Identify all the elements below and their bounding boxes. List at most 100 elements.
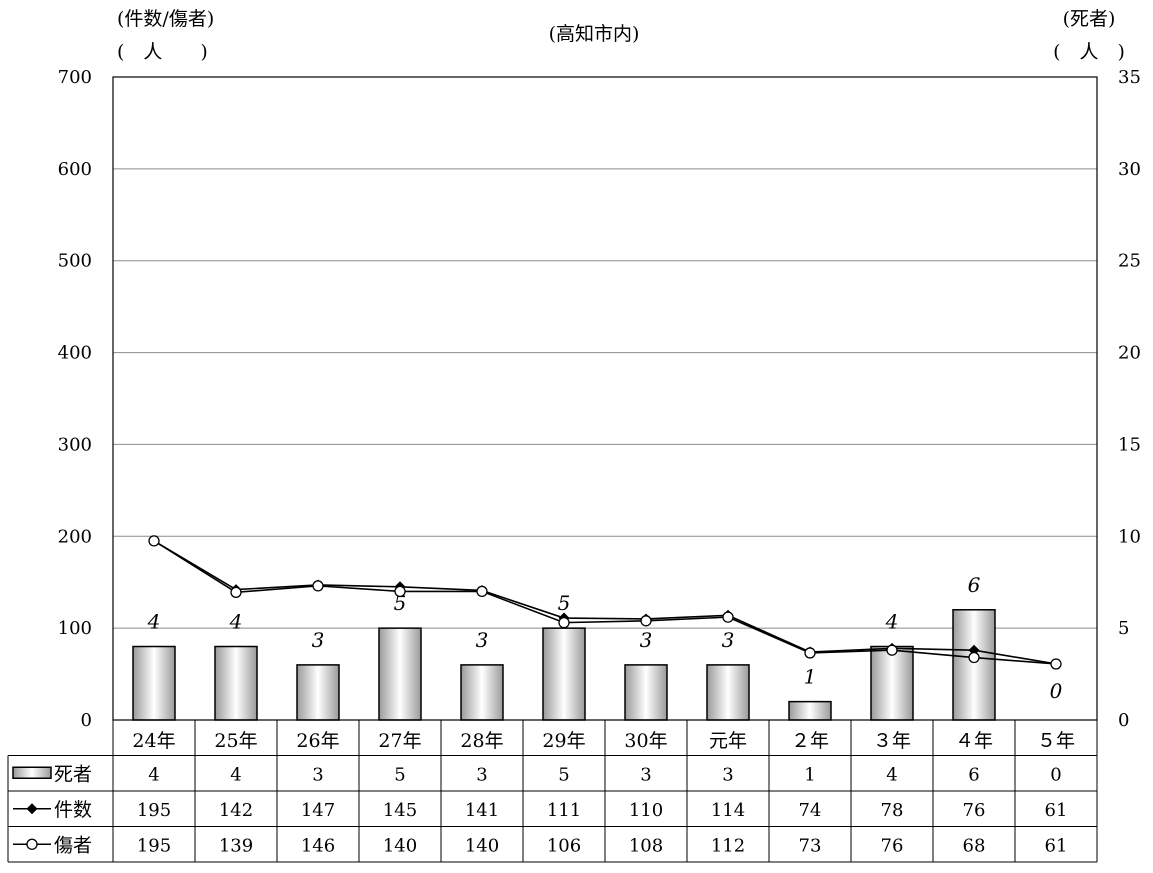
bar-data-label: 3 bbox=[476, 628, 489, 652]
left-tick-label: 700 bbox=[58, 67, 92, 88]
table-cell: 3 bbox=[476, 764, 487, 785]
bar-死者 bbox=[952, 609, 996, 721]
legend-key-marker-件数 bbox=[26, 803, 38, 815]
point-傷者 bbox=[722, 611, 734, 623]
table-cell: 142 bbox=[219, 800, 253, 821]
category-label: ３年 bbox=[873, 730, 911, 752]
bar-死者 bbox=[214, 645, 258, 721]
bar-死者 bbox=[460, 664, 504, 721]
table-cell: 147 bbox=[301, 800, 335, 821]
point-傷者 bbox=[968, 651, 980, 664]
legend-key-死者 bbox=[12, 766, 52, 779]
table-cell: 5 bbox=[394, 764, 405, 785]
table-cell: 0 bbox=[1050, 764, 1061, 785]
bar-死者 bbox=[624, 664, 668, 721]
category-label: 30年 bbox=[624, 730, 667, 752]
table-cell: 74 bbox=[799, 800, 822, 821]
table-cell: 3 bbox=[722, 764, 733, 785]
bar-data-label: 5 bbox=[558, 591, 571, 615]
category-label: 27年 bbox=[378, 730, 421, 752]
right-tick-label: 10 bbox=[1118, 526, 1141, 547]
table-cell: 4 bbox=[886, 764, 897, 785]
table-cell: 114 bbox=[711, 800, 745, 821]
table-cell: 111 bbox=[547, 800, 581, 821]
table-cell: 140 bbox=[465, 835, 499, 856]
point-傷者 bbox=[230, 586, 242, 598]
bar-死者 bbox=[296, 664, 340, 721]
bar-死者 bbox=[788, 700, 832, 721]
left-tick-label: 100 bbox=[58, 618, 92, 639]
table-cell: 76 bbox=[963, 800, 986, 821]
right-tick-label: 0 bbox=[1118, 710, 1129, 731]
bar-data-label: 3 bbox=[640, 628, 653, 652]
right-tick-label: 20 bbox=[1118, 343, 1141, 364]
table-cell: 5 bbox=[558, 764, 569, 785]
table-row-label: 傷者 bbox=[54, 834, 92, 856]
bar-data-label: 4 bbox=[229, 610, 243, 634]
series-line-傷者 bbox=[153, 540, 1057, 665]
table-cell: 195 bbox=[137, 835, 171, 856]
table-cell: 108 bbox=[629, 835, 663, 856]
table-cell: 106 bbox=[547, 835, 581, 856]
table-cell: 146 bbox=[301, 835, 335, 856]
bar-data-label: 4 bbox=[885, 610, 899, 634]
table-cell: 195 bbox=[137, 800, 171, 821]
legend-key-marker-傷者 bbox=[26, 838, 38, 850]
right-axis-label-line-2: ( 人 ) bbox=[1053, 41, 1125, 63]
point-傷者 bbox=[804, 647, 816, 659]
category-label: 26年 bbox=[296, 730, 339, 752]
right-axis-label-line-1: (死者) bbox=[1063, 8, 1116, 30]
table-cell: 61 bbox=[1045, 800, 1068, 821]
right-tick-label: 25 bbox=[1118, 251, 1141, 272]
point-傷者 bbox=[886, 644, 898, 656]
table-cell: 110 bbox=[629, 800, 663, 821]
table-cell: 4 bbox=[230, 764, 241, 785]
point-傷者 bbox=[148, 535, 160, 547]
table-cell: 68 bbox=[963, 835, 986, 856]
table-cell: 78 bbox=[881, 800, 904, 821]
plot-frame bbox=[112, 76, 1098, 721]
point-傷者 bbox=[1050, 658, 1062, 670]
table-cell: 76 bbox=[881, 835, 904, 856]
bar-data-label: 3 bbox=[722, 628, 735, 652]
left-tick-label: 300 bbox=[58, 434, 92, 455]
left-tick-label: 500 bbox=[58, 251, 92, 272]
point-傷者 bbox=[476, 585, 488, 598]
point-傷者 bbox=[394, 585, 406, 598]
table-cell: 6 bbox=[968, 764, 979, 785]
bar-死者 bbox=[542, 627, 586, 721]
bar-data-label: 3 bbox=[312, 628, 325, 652]
table-cell: 112 bbox=[711, 835, 745, 856]
right-tick-label: 30 bbox=[1118, 159, 1141, 180]
right-tick-label: 15 bbox=[1118, 434, 1141, 455]
left-tick-label: 0 bbox=[81, 710, 92, 731]
right-tick-label: 5 bbox=[1118, 618, 1129, 639]
point-傷者 bbox=[558, 616, 570, 629]
category-label: 28年 bbox=[460, 730, 503, 752]
left-axis-label-line-1: (件数/傷者) bbox=[117, 8, 214, 30]
bar-死者 bbox=[870, 645, 914, 721]
bar-死者 bbox=[132, 645, 176, 721]
bar-data-label: 4 bbox=[147, 610, 161, 634]
bar-data-label: 6 bbox=[968, 573, 981, 597]
category-label: 24年 bbox=[132, 730, 175, 752]
category-label: ５年 bbox=[1037, 730, 1075, 752]
bar-死者 bbox=[378, 627, 422, 721]
category-label: ４年 bbox=[955, 730, 993, 752]
left-tick-label: 200 bbox=[58, 526, 92, 547]
table-row-label: 死者 bbox=[54, 763, 92, 785]
category-label: ２年 bbox=[791, 730, 829, 752]
table-cell: 145 bbox=[383, 800, 417, 821]
category-label: 元年 bbox=[709, 730, 747, 752]
point-傷者 bbox=[312, 580, 324, 592]
left-tick-label: 400 bbox=[58, 343, 92, 364]
bar-死者 bbox=[706, 664, 750, 721]
point-傷者 bbox=[640, 615, 652, 627]
table-cell: 73 bbox=[799, 835, 822, 856]
right-tick-label: 35 bbox=[1118, 67, 1141, 88]
chart-title: (高知市内) bbox=[549, 23, 640, 45]
left-axis-label-line-2: ( 人 ) bbox=[117, 41, 208, 63]
table-cell: 4 bbox=[148, 764, 159, 785]
table-cell: 61 bbox=[1045, 835, 1068, 856]
bar-data-label: 5 bbox=[394, 591, 407, 615]
